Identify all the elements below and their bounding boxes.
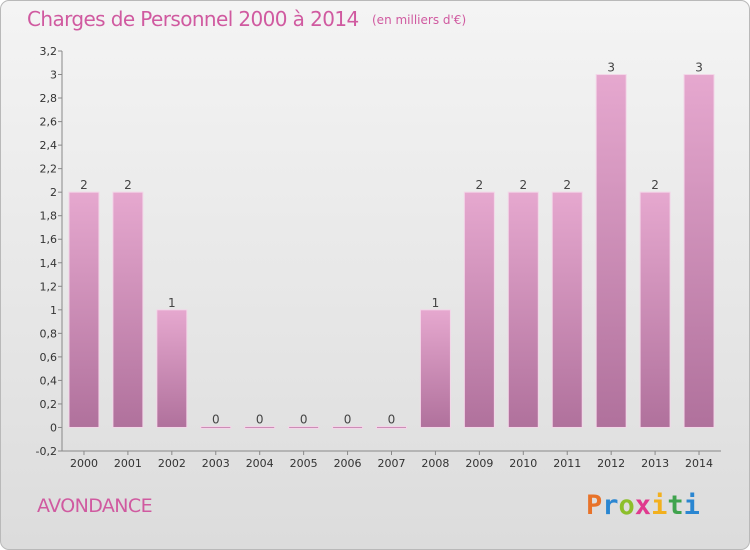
y-tick-label: 1 (50, 304, 57, 317)
logo-letter: P (586, 490, 603, 521)
bar (156, 309, 188, 428)
bar-value-label: 3 (695, 61, 703, 75)
bar-value-label: 2 (124, 178, 132, 192)
bar (68, 191, 100, 428)
x-tick-label: 2008 (421, 457, 449, 470)
bar (112, 191, 144, 428)
x-tick-label: 2000 (70, 457, 98, 470)
bar (595, 74, 627, 428)
bar (419, 309, 451, 428)
chart-subtitle: (en milliers d'€) (372, 13, 467, 27)
bar-value-label: 2 (476, 178, 484, 192)
y-tick-label: 3 (50, 69, 57, 82)
x-tick-label: 2009 (465, 457, 493, 470)
logo-letter: r (602, 490, 619, 521)
bar (463, 191, 495, 428)
x-tick-label: 2007 (378, 457, 406, 470)
y-tick-label: -0,2 (36, 445, 57, 458)
bar-value-label: 2 (80, 178, 88, 192)
bar (551, 191, 583, 428)
y-tick-label: 0,8 (40, 327, 58, 340)
x-tick-label: 2006 (334, 457, 362, 470)
y-tick-label: 1,8 (40, 210, 58, 223)
bar-value-label: 0 (344, 412, 352, 426)
x-tick-label: 2003 (202, 457, 230, 470)
y-tick-label: 2,4 (40, 139, 58, 152)
y-tick-label: 0,2 (40, 398, 58, 411)
bar (332, 425, 364, 429)
y-tick-label: 2,6 (40, 116, 58, 129)
bar (376, 425, 407, 429)
y-tick-label: 2,2 (40, 163, 58, 176)
x-tick-label: 2011 (553, 457, 581, 470)
y-tick-label: 1,6 (40, 233, 58, 246)
bar-value-label: 0 (388, 412, 396, 426)
bar-value-label: 2 (563, 178, 571, 192)
x-tick-label: 2001 (114, 457, 142, 470)
logo-letter: t (667, 490, 684, 521)
bar (244, 425, 276, 429)
y-tick-label: 0 (50, 421, 57, 434)
x-tick-label: 2010 (509, 457, 537, 470)
bar-value-label: 3 (607, 61, 615, 75)
y-tick-label: 2,8 (40, 92, 58, 105)
bar-value-label: 1 (432, 296, 440, 310)
logo-letter: i (651, 490, 668, 521)
x-tick-label: 2013 (641, 457, 669, 470)
bar-value-label: 0 (300, 412, 308, 426)
bar (683, 74, 715, 428)
bar (288, 425, 320, 429)
x-tick-label: 2002 (158, 457, 186, 470)
y-tick-label: 1,4 (40, 257, 58, 270)
y-tick-label: 0,6 (40, 351, 58, 364)
town-name: AVONDANCE (37, 495, 153, 517)
bar-value-label: 2 (519, 178, 527, 192)
x-tick-label: 2014 (685, 457, 713, 470)
bar-value-label: 0 (212, 412, 220, 426)
logo-letter: i (683, 490, 700, 521)
bar (507, 191, 539, 428)
y-tick-label: 2 (50, 186, 57, 199)
bar (200, 425, 232, 429)
x-tick-label: 2012 (597, 457, 625, 470)
logo-letter: x (634, 490, 652, 521)
logo-letter: o (618, 490, 635, 521)
bar-value-label: 0 (256, 412, 264, 426)
y-tick-label: 3,2 (40, 45, 58, 58)
proxiti-logo: Proxiti (586, 490, 700, 521)
chart-title: Charges de Personnel 2000 à 2014 (27, 7, 359, 31)
bar-value-label: 2 (651, 178, 659, 192)
y-tick-label: 1,2 (40, 280, 58, 293)
y-tick-label: 0,4 (40, 374, 58, 387)
x-tick-label: 2004 (246, 457, 274, 470)
bar-value-label: 1 (168, 296, 176, 310)
x-tick-label: 2005 (290, 457, 318, 470)
bar (639, 191, 671, 428)
